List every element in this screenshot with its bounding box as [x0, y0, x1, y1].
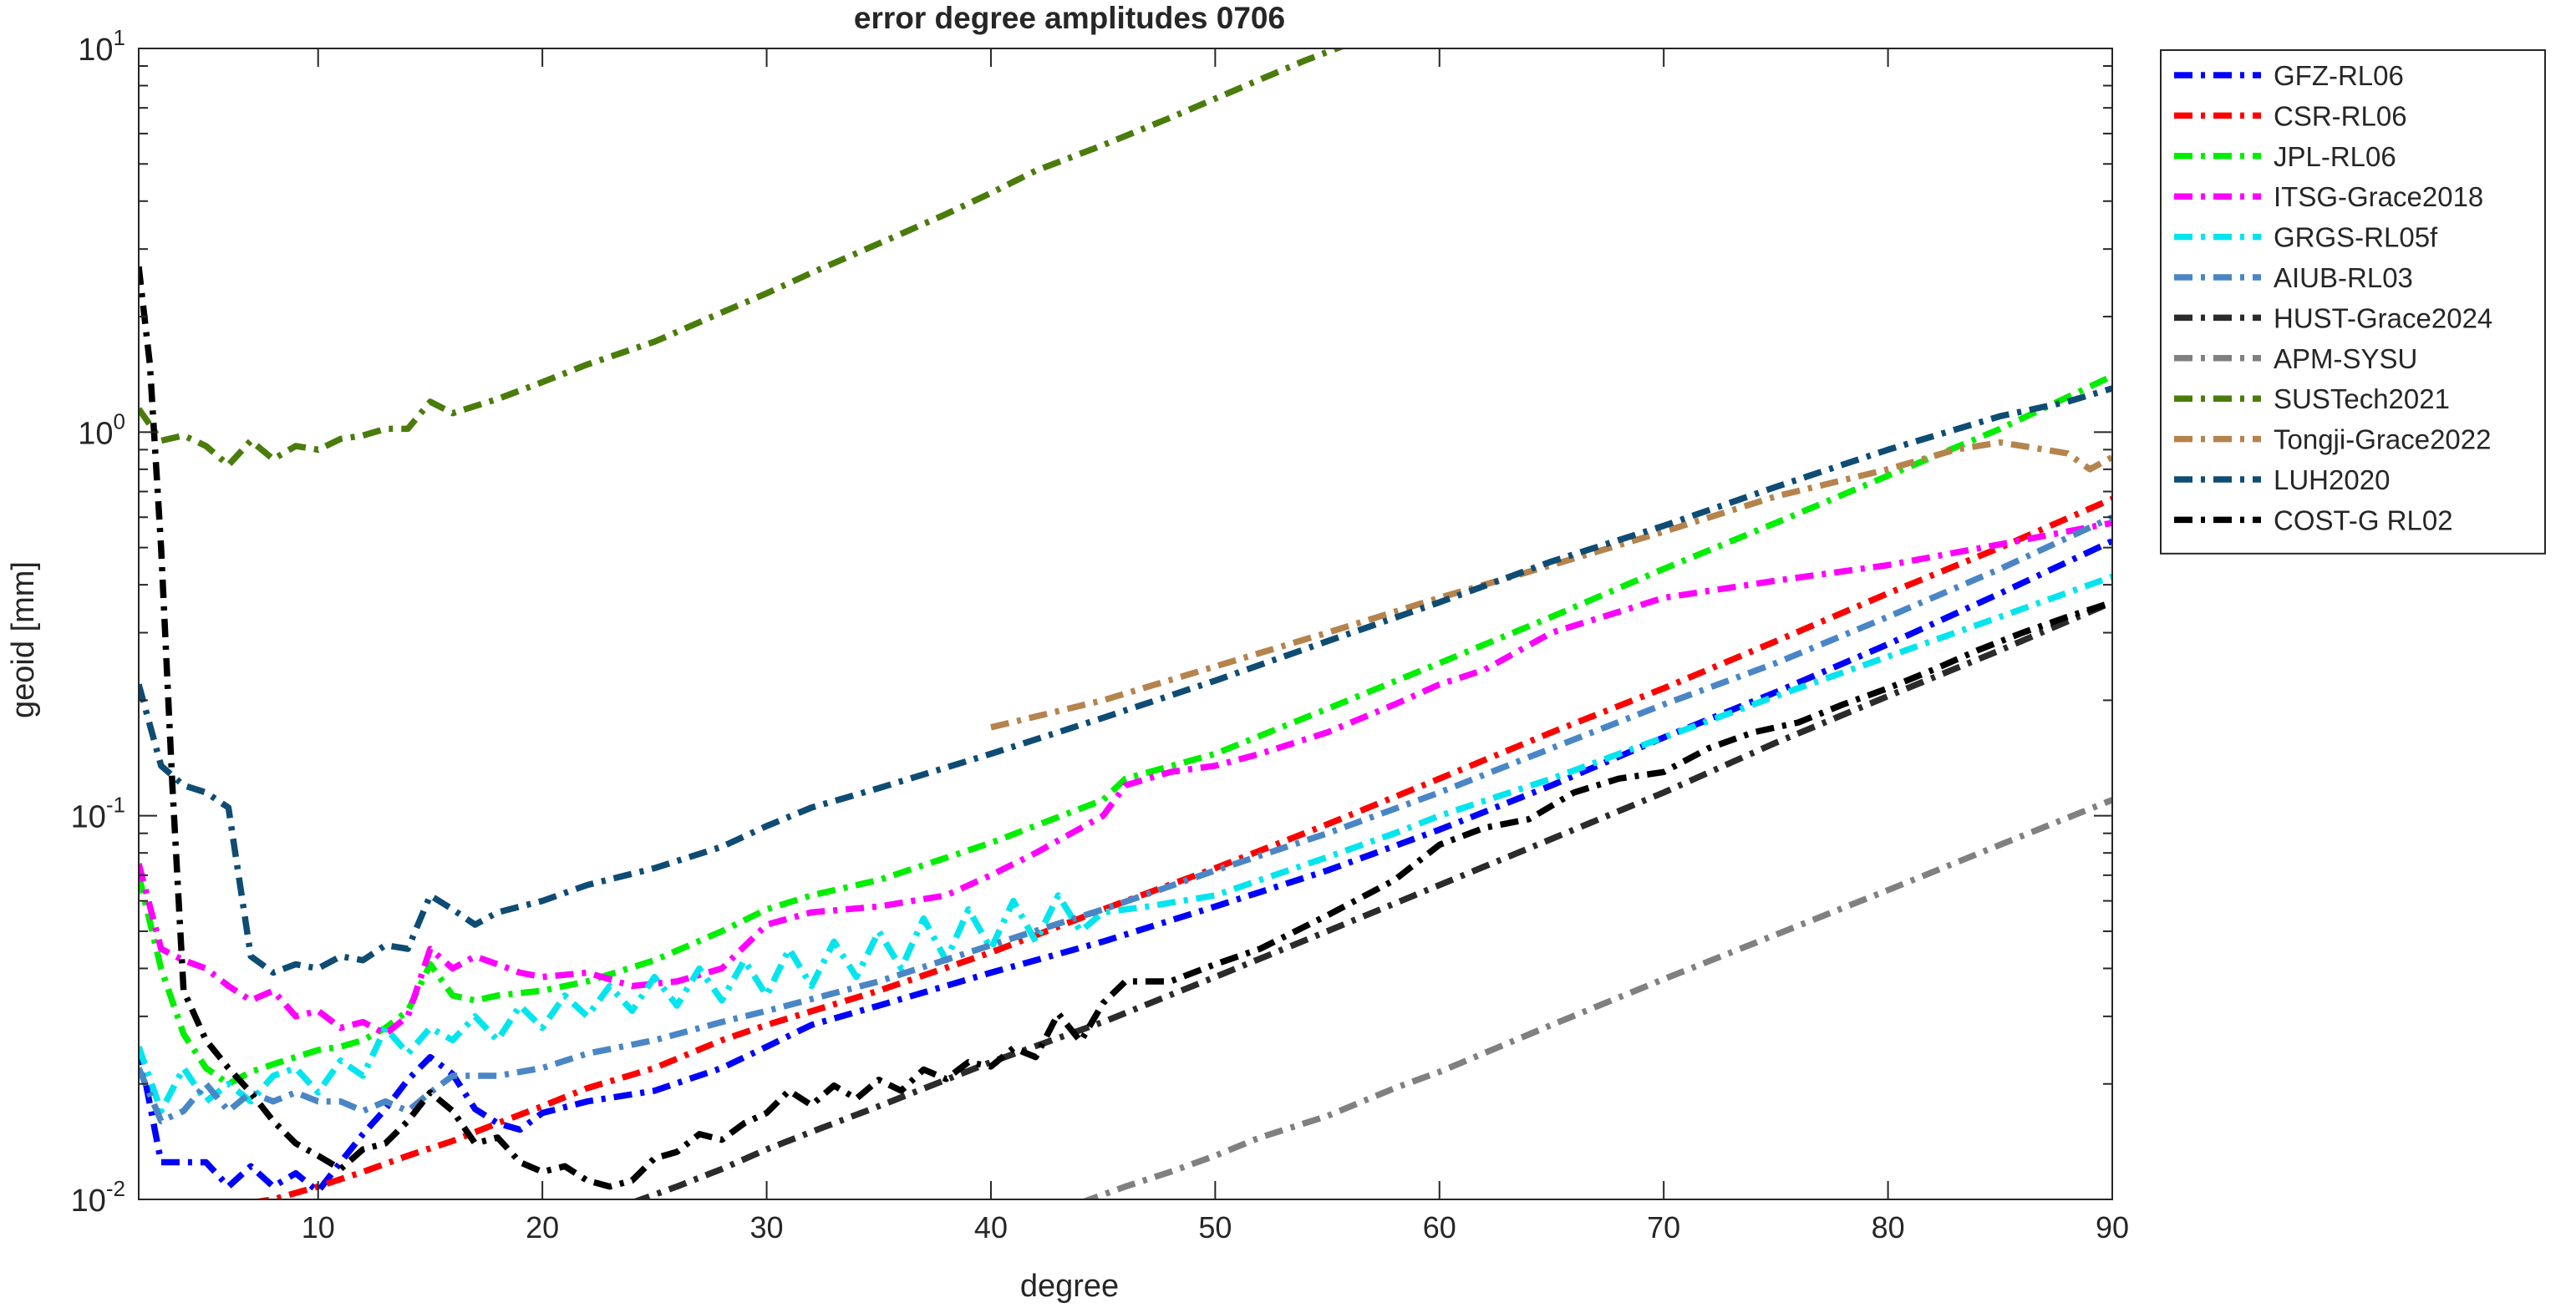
legend-label-3: ITSG-Grace2018 — [2274, 181, 2483, 212]
series-line-7 — [1080, 797, 2112, 1199]
legend-label-11: COST-G RL02 — [2274, 504, 2453, 535]
y-tick-label-1: 10-1 — [71, 793, 125, 835]
legend-label-6: HUST-Grace2024 — [2274, 302, 2492, 333]
legend-label-9: Tongji-Grace2022 — [2274, 424, 2492, 455]
y-axis-label: geoid [mm] — [6, 561, 41, 718]
x-axis-label: degree — [1020, 1269, 1119, 1304]
legend[interactable]: GFZ-RL06 CSR-RL06 JPL-RL06 ITSG-Grace2018 GR… — [2160, 49, 2546, 555]
legend-label-0: GFZ-RL06 — [2274, 60, 2404, 91]
y-tick-base: 10 — [78, 33, 113, 68]
series-line-1 — [252, 495, 2112, 1199]
y-tick-label-2: 100 — [78, 408, 125, 451]
x-tick-label-5: 60 — [1423, 1210, 1456, 1245]
x-tick-label-2: 30 — [750, 1210, 784, 1245]
legend-label-5: AIUB-RL03 — [2274, 262, 2413, 293]
legend-label-10: LUH2020 — [2274, 464, 2390, 495]
y-tick-label-3: 101 — [78, 25, 125, 68]
y-tick-base: 10 — [78, 416, 113, 451]
series-line-6 — [632, 599, 2112, 1199]
y-tick-exponent: 1 — [114, 25, 125, 50]
legend-box — [2160, 49, 2546, 555]
x-tick-label-4: 50 — [1198, 1210, 1232, 1245]
x-tick-label-8: 90 — [2096, 1210, 2129, 1245]
legend-label-1: CSR-RL06 — [2274, 100, 2407, 131]
y-tick-base: 10 — [71, 800, 106, 835]
legend-label-8: SUSTech2021 — [2274, 383, 2450, 414]
series-line-0 — [139, 538, 2112, 1195]
series-line-9 — [990, 439, 2112, 731]
y-tick-exponent: -2 — [106, 1176, 125, 1201]
series-group — [139, 48, 2112, 1199]
series-line-2 — [139, 373, 2112, 1087]
legend-label-4: GRGS-RL05f — [2274, 222, 2438, 253]
x-tick-label-3: 40 — [974, 1210, 1008, 1245]
series-line-3 — [139, 520, 2112, 1037]
chart-title: error degree amplitudes 0706 — [854, 1, 1285, 35]
x-tick-label-1: 20 — [526, 1210, 559, 1245]
y-tick-label-0: 10-2 — [71, 1176, 125, 1219]
series-line-4 — [139, 573, 2112, 1114]
legend-label-2: JPL-RL06 — [2274, 141, 2396, 172]
x-tick-label-7: 80 — [1872, 1210, 1905, 1245]
y-tick-base: 10 — [71, 1184, 106, 1219]
legend-label-7: APM-SYSU — [2274, 343, 2417, 374]
series-line-10 — [139, 385, 2112, 976]
y-tick-exponent: 0 — [114, 408, 125, 433]
x-tick-label-0: 10 — [302, 1210, 335, 1245]
x-tick-label-6: 70 — [1647, 1210, 1680, 1245]
plot-frame — [138, 48, 2113, 1200]
series-line-8 — [139, 48, 1346, 469]
series-line-11 — [139, 266, 2112, 1190]
y-tick-exponent: -1 — [106, 793, 125, 818]
